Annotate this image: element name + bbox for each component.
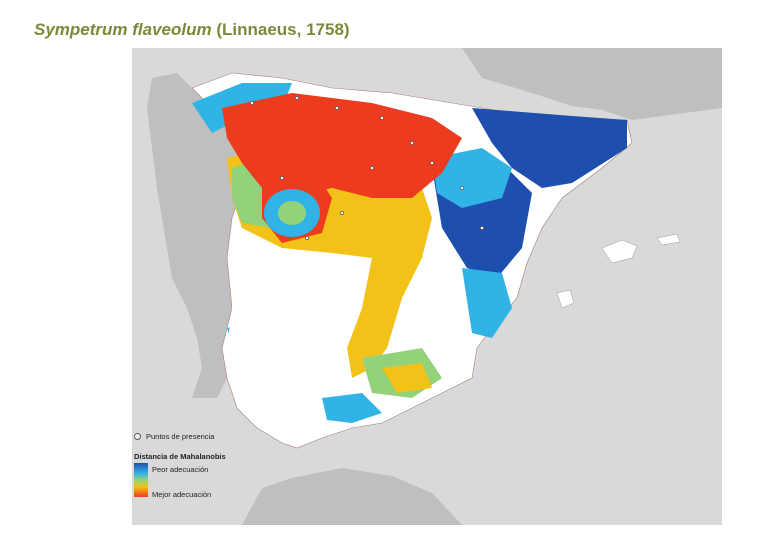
species-author: (Linnaeus, 1758) [216,20,350,39]
zone-south-empty [227,253,367,413]
presence-point [250,101,254,105]
suitability-gradient [134,463,148,497]
presence-point [335,106,339,110]
zone-south-cyan [322,393,382,423]
zone-southeast-yellow [382,363,432,393]
zone-east-blue [462,268,512,338]
africa [242,468,462,525]
presence-point [460,186,464,190]
scale-title: Distancia de Mahalanobis [134,452,226,461]
suitability-map [132,48,722,525]
mallorca [601,239,638,264]
presence-point [410,141,414,145]
menorca [656,233,681,246]
presence-point [340,211,344,215]
presence-point [380,116,384,120]
suitability-zones [192,83,627,423]
worst-label: Peor adecuación [152,465,209,474]
presence-point-icon [134,433,141,440]
presence-point [480,226,484,230]
map-legend: Puntos de presencia Distancia de Mahalan… [128,432,268,512]
presence-point [305,236,309,240]
species-name: Sympetrum flaveolum [34,20,212,39]
presence-point [280,176,284,180]
presence-point [430,161,434,165]
zone-duero-green [278,201,306,225]
presence-points [250,96,484,240]
zone-ebro-cyan [432,148,512,208]
presence-label: Puntos de presencia [146,432,215,441]
presence-point [295,96,299,100]
zone-northeast-blue [472,108,627,188]
presence-point [370,166,374,170]
best-label: Mejor adecuación [152,490,212,499]
france [462,48,722,120]
map-title: Sympetrum flaveolum (Linnaeus, 1758) [34,20,350,40]
portugal [147,73,242,398]
ibiza [556,289,575,309]
